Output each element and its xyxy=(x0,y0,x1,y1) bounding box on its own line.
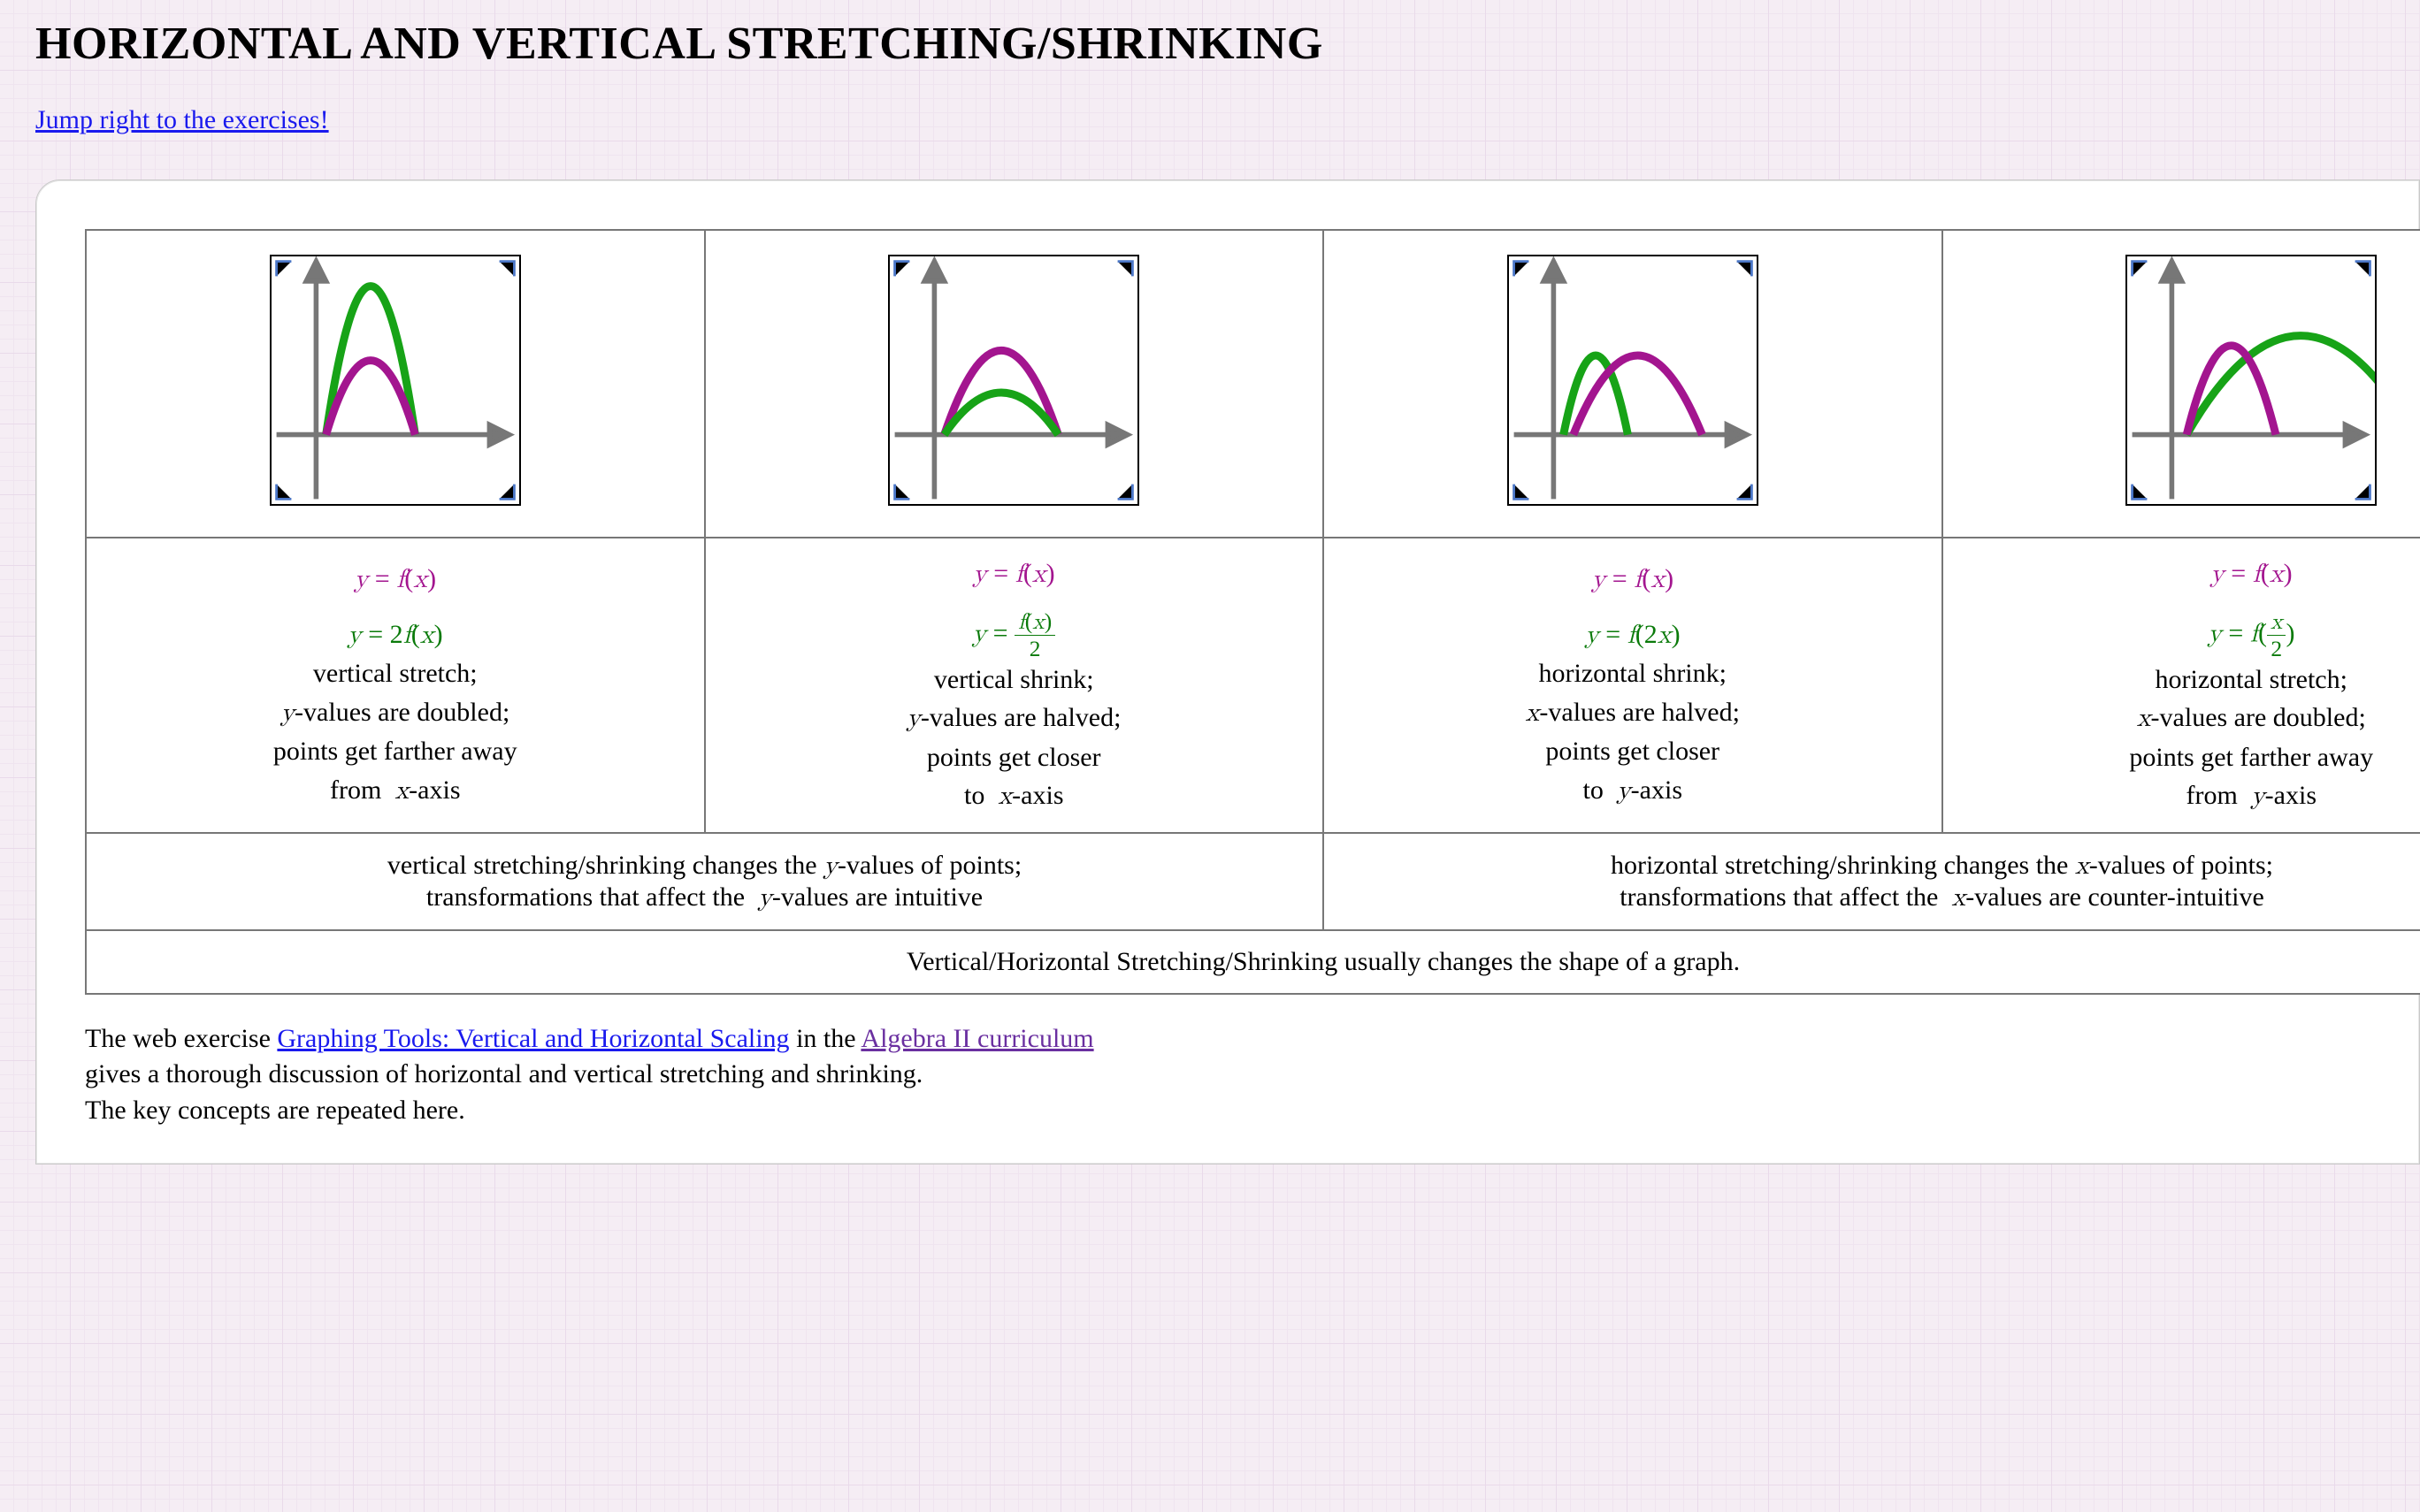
desc-line: to y-axis xyxy=(1333,771,1933,811)
graph-cell-hshrink xyxy=(1323,230,1942,538)
desc-line: from x-axis xyxy=(96,771,695,811)
page-title: HORIZONTAL AND VERTICAL STRETCHING/SHRIN… xyxy=(35,18,2420,70)
orig-eq: y = f(x) xyxy=(1952,554,2420,594)
desc-line: horizontal shrink; xyxy=(1333,654,1933,693)
eq-cell-hstretch: y = f(x) y = f(x2) horizontal stretch; x… xyxy=(1942,538,2420,833)
desc-line: from y-axis xyxy=(1952,776,2420,816)
graph-vshrink xyxy=(888,255,1139,506)
desc-line: x-values are halved; xyxy=(1333,693,1933,733)
after-t1b: in the xyxy=(790,1024,862,1053)
graph-cell-vstretch xyxy=(86,230,705,538)
eq-cell-hshrink: y = f(x) y = f(2x) horizontal shrink; x-… xyxy=(1323,538,1942,833)
after-text: The web exercise Graphing Tools: Vertica… xyxy=(85,1021,2419,1129)
desc-line: x-values are doubled; xyxy=(1952,699,2420,738)
summary-vertical: vertical stretching/shrinking changes th… xyxy=(86,833,1323,930)
eq-cell-vshrink: y = f(x) y = f(x)2 vertical shrink; y-va… xyxy=(705,538,1324,833)
graph-vstretch xyxy=(270,255,521,506)
trans-eq: y = f(x2) xyxy=(1952,610,2420,661)
eq-cell-vstretch: y = f(x) y = 2f(x) vertical stretch; y-v… xyxy=(86,538,705,833)
after-t1a: The web exercise xyxy=(85,1024,277,1053)
summary-horizontal: horizontal stretching/shrinking changes … xyxy=(1323,833,2420,930)
desc-line: points get closer xyxy=(715,738,1314,777)
desc-line: to x-axis xyxy=(715,776,1314,816)
desc-line: vertical stretch; xyxy=(96,654,695,693)
content-panel: y = f(x) y = 2f(x) vertical stretch; y-v… xyxy=(35,179,2420,1165)
desc-line: points get closer xyxy=(1333,732,1933,771)
trans-eq: y = f(2x) xyxy=(1333,615,1933,655)
orig-eq: y = f(x) xyxy=(715,554,1314,594)
desc-line: points get farther away xyxy=(1952,738,2420,777)
graph-cell-hstretch xyxy=(1942,230,2420,538)
link-graphing-tools[interactable]: Graphing Tools: Vertical and Horizontal … xyxy=(277,1024,789,1053)
desc-line: y-values are doubled; xyxy=(96,693,695,733)
transformations-table: y = f(x) y = 2f(x) vertical stretch; y-v… xyxy=(85,229,2420,995)
trans-eq: y = 2f(x) xyxy=(96,615,695,655)
graph-cell-vshrink xyxy=(705,230,1324,538)
after-t3: The key concepts are repeated here. xyxy=(85,1093,2419,1129)
orig-eq: y = f(x) xyxy=(1333,560,1933,599)
desc-line: points get farther away xyxy=(96,732,695,771)
graph-hshrink xyxy=(1507,255,1758,506)
link-algebra2[interactable]: Algebra II curriculum xyxy=(861,1024,1093,1053)
orig-eq: y = f(x) xyxy=(96,560,695,599)
after-t2: gives a thorough discussion of horizonta… xyxy=(85,1057,2419,1093)
graph-hstretch xyxy=(2125,255,2377,506)
desc-line: horizontal stretch; xyxy=(1952,661,2420,699)
desc-line: y-values are halved; xyxy=(715,699,1314,738)
trans-eq: y = f(x)2 xyxy=(715,610,1314,661)
jump-to-exercises-link[interactable]: Jump right to the exercises! xyxy=(35,105,329,134)
summary-shape: Vertical/Horizontal Stretching/Shrinking… xyxy=(86,930,2420,994)
desc-line: vertical shrink; xyxy=(715,661,1314,699)
